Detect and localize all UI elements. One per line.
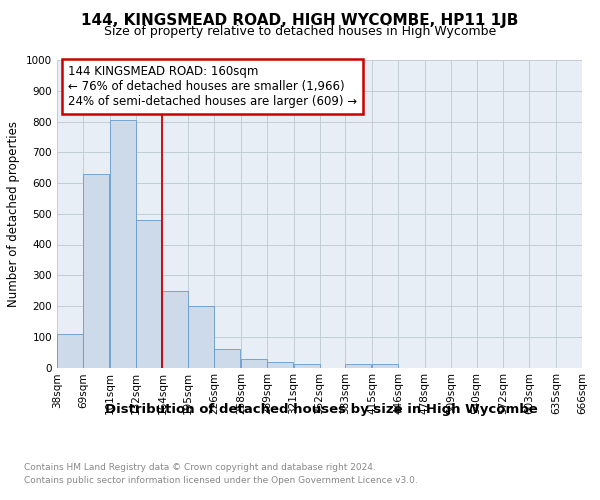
- Bar: [83, 174, 109, 368]
- Y-axis label: Number of detached properties: Number of detached properties: [7, 120, 20, 306]
- Bar: [136, 220, 161, 368]
- Bar: [110, 120, 136, 368]
- Text: Contains public sector information licensed under the Open Government Licence v3: Contains public sector information licen…: [24, 476, 418, 485]
- Bar: [163, 290, 188, 368]
- Bar: [241, 359, 267, 368]
- Bar: [214, 349, 240, 368]
- Bar: [57, 334, 83, 368]
- Bar: [267, 362, 293, 368]
- Text: 144, KINGSMEAD ROAD, HIGH WYCOMBE, HP11 1JB: 144, KINGSMEAD ROAD, HIGH WYCOMBE, HP11 …: [82, 12, 518, 28]
- Bar: [346, 364, 371, 368]
- Bar: [293, 364, 320, 368]
- Text: Contains HM Land Registry data © Crown copyright and database right 2024.: Contains HM Land Registry data © Crown c…: [24, 462, 376, 471]
- Bar: [188, 306, 214, 368]
- Text: Size of property relative to detached houses in High Wycombe: Size of property relative to detached ho…: [104, 25, 496, 38]
- Text: 144 KINGSMEAD ROAD: 160sqm
← 76% of detached houses are smaller (1,966)
24% of s: 144 KINGSMEAD ROAD: 160sqm ← 76% of deta…: [67, 64, 356, 108]
- Bar: [372, 364, 398, 368]
- Text: Distribution of detached houses by size in High Wycombe: Distribution of detached houses by size …: [104, 402, 538, 415]
